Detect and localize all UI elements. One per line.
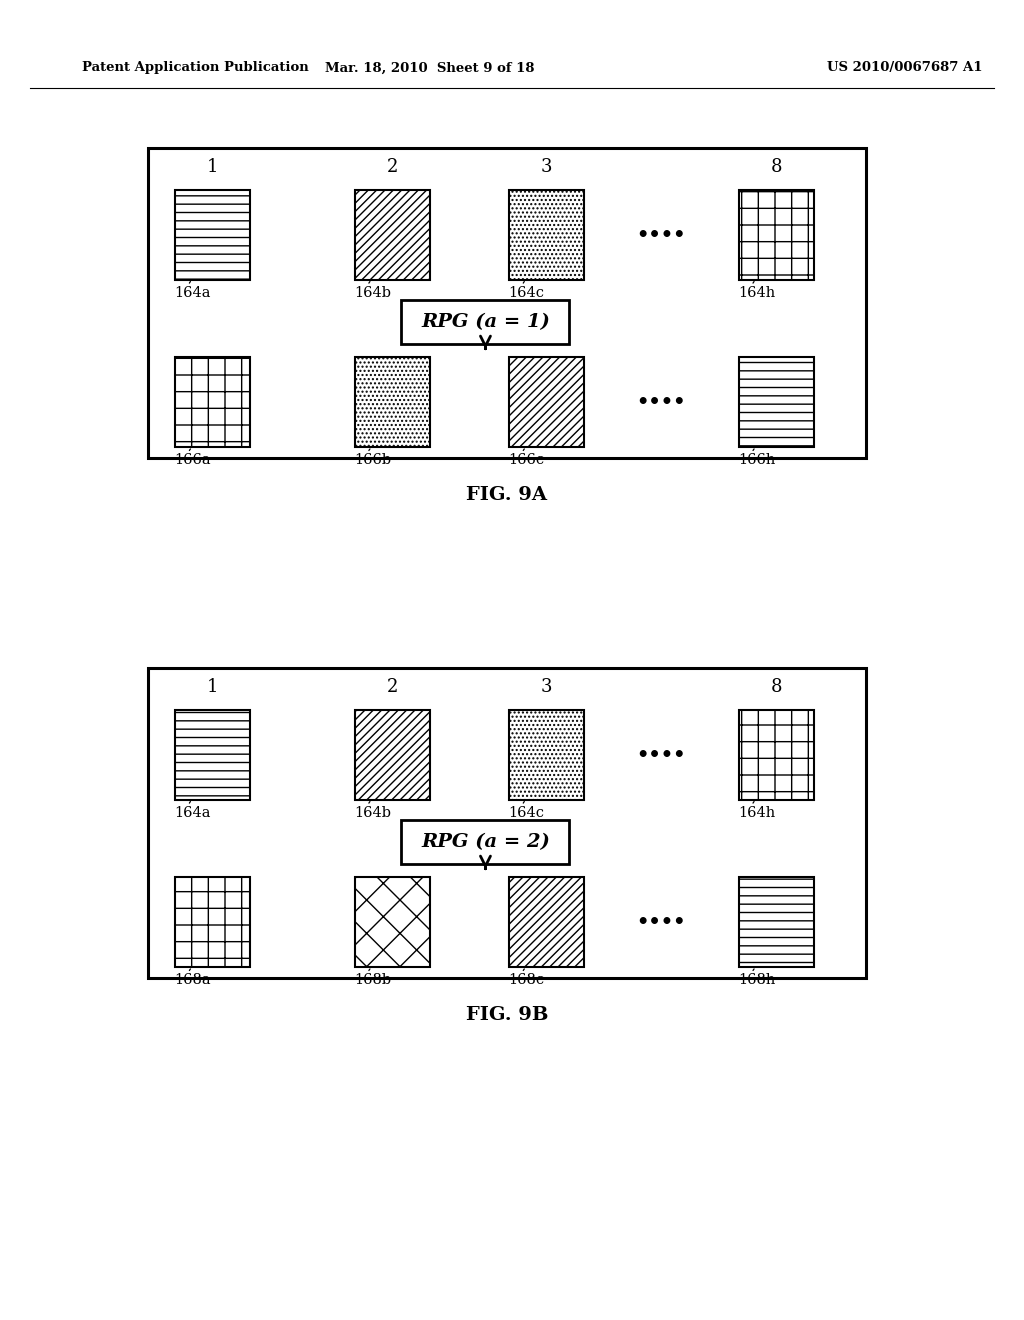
Text: ••••: ••••: [637, 393, 686, 412]
Bar: [354, 190, 430, 280]
Bar: [509, 358, 584, 447]
Bar: [738, 358, 814, 447]
Text: 3: 3: [541, 158, 552, 176]
Text: FIG. 9A: FIG. 9A: [467, 486, 548, 504]
Bar: [354, 358, 430, 447]
Text: 164c: 164c: [509, 805, 545, 820]
Text: 166c: 166c: [509, 453, 545, 467]
Text: 166b: 166b: [354, 453, 391, 467]
Text: 8: 8: [770, 158, 782, 176]
Text: 2: 2: [386, 158, 397, 176]
Text: 164a: 164a: [175, 805, 211, 820]
Bar: [148, 148, 866, 458]
Bar: [175, 710, 250, 800]
Text: 168b: 168b: [354, 973, 391, 987]
Text: 164b: 164b: [354, 805, 391, 820]
Text: 164h: 164h: [738, 286, 775, 300]
Text: RPG (a = 1): RPG (a = 1): [421, 313, 550, 330]
Text: 3: 3: [541, 677, 552, 696]
Bar: [738, 190, 814, 280]
Text: ••••: ••••: [637, 226, 686, 244]
Text: Patent Application Publication: Patent Application Publication: [82, 62, 309, 74]
Text: ••••: ••••: [637, 746, 686, 764]
Text: FIG. 9B: FIG. 9B: [466, 1006, 548, 1024]
Text: 168a: 168a: [175, 973, 211, 987]
Bar: [148, 668, 866, 978]
Text: US 2010/0067687 A1: US 2010/0067687 A1: [827, 62, 983, 74]
Bar: [401, 820, 569, 863]
Bar: [738, 878, 814, 968]
Text: ••••: ••••: [637, 913, 686, 931]
Text: 2: 2: [386, 677, 397, 696]
Text: 164c: 164c: [509, 286, 545, 300]
Text: 1: 1: [207, 677, 218, 696]
Bar: [175, 190, 250, 280]
Bar: [509, 190, 584, 280]
Bar: [354, 878, 430, 968]
Text: 164b: 164b: [354, 286, 391, 300]
Bar: [509, 878, 584, 968]
Bar: [354, 710, 430, 800]
Text: 166h: 166h: [738, 453, 775, 467]
Text: 164a: 164a: [175, 286, 211, 300]
Text: 8: 8: [770, 677, 782, 696]
Text: 166a: 166a: [175, 453, 211, 467]
Bar: [401, 300, 569, 343]
Bar: [175, 358, 250, 447]
Bar: [738, 710, 814, 800]
Bar: [175, 878, 250, 968]
Text: 168c: 168c: [509, 973, 545, 987]
Bar: [509, 710, 584, 800]
Text: RPG (a = 2): RPG (a = 2): [421, 833, 550, 850]
Text: 168h: 168h: [738, 973, 775, 987]
Text: 164h: 164h: [738, 805, 775, 820]
Text: 1: 1: [207, 158, 218, 176]
Text: Mar. 18, 2010  Sheet 9 of 18: Mar. 18, 2010 Sheet 9 of 18: [326, 62, 535, 74]
